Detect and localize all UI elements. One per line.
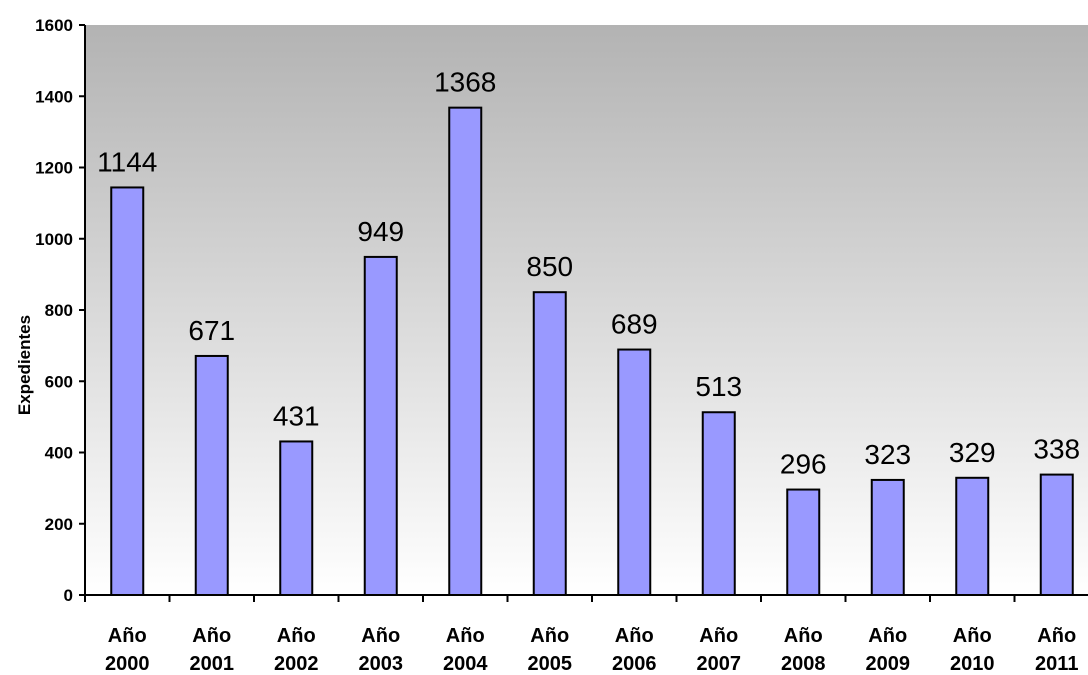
x-tick-label: Año: [192, 625, 231, 647]
bar: [363, 255, 398, 596]
bar: [701, 411, 736, 596]
x-tick-label: 2002: [274, 653, 319, 675]
x-tick-label: Año: [953, 625, 992, 647]
x-tick-label: Año: [530, 625, 569, 647]
data-label: 513: [695, 371, 742, 402]
bar: [532, 291, 567, 596]
data-label: 671: [188, 315, 235, 346]
x-tick-label: 2008: [781, 653, 826, 675]
x-tick-label: Año: [446, 625, 485, 647]
data-label: 338: [1033, 434, 1080, 465]
x-tick-label: 2000: [105, 653, 150, 675]
x-tick-label: 2004: [443, 653, 488, 675]
y-tick-label: 1400: [35, 87, 73, 106]
x-tick-label: 2010: [950, 653, 995, 675]
y-tick-label: 1600: [35, 16, 73, 35]
bar: [617, 348, 652, 597]
x-tick-label: 2005: [528, 653, 573, 675]
bar: [448, 106, 483, 597]
x-tick-label: Año: [868, 625, 907, 647]
data-label: 1368: [434, 67, 496, 98]
x-tick-label: Año: [361, 625, 400, 647]
x-tick-label: 2009: [866, 653, 911, 675]
y-tick-label: 800: [45, 301, 73, 320]
x-tick-label: Año: [699, 625, 738, 647]
data-label: 329: [949, 437, 996, 468]
data-label: 949: [357, 216, 404, 247]
bar: [955, 476, 990, 597]
x-tick-label: 2001: [190, 653, 235, 675]
data-label: 850: [526, 251, 573, 282]
data-label: 689: [611, 309, 658, 340]
data-label: 1144: [97, 146, 157, 177]
x-tick-label: 2003: [359, 653, 404, 675]
x-tick-label: 2007: [697, 653, 742, 675]
bar: [279, 440, 314, 596]
data-label: 431: [273, 400, 320, 431]
data-label: 296: [780, 449, 827, 480]
x-tick-label: 2011: [1035, 653, 1078, 675]
x-tick-label: Año: [108, 625, 147, 647]
y-tick-label: 400: [45, 444, 73, 463]
y-axis-title: Expedientes: [15, 315, 34, 415]
bar: [110, 186, 145, 596]
y-tick-label: 0: [64, 586, 73, 605]
bar: [1039, 473, 1074, 596]
y-tick-label: 1200: [35, 159, 73, 178]
x-tick-label: Año: [784, 625, 823, 647]
plot-area: [85, 25, 1088, 595]
y-tick-label: 200: [45, 515, 73, 534]
y-tick-label: 600: [45, 372, 73, 391]
x-tick-label: Año: [615, 625, 654, 647]
bar: [786, 488, 821, 596]
bar: [194, 354, 229, 596]
x-tick-label: Año: [277, 625, 316, 647]
bar: [870, 478, 905, 596]
x-tick-label: Año: [1037, 625, 1076, 647]
y-tick-label: 1000: [35, 230, 73, 249]
data-label: 323: [864, 439, 911, 470]
x-tick-label: 2006: [612, 653, 657, 675]
